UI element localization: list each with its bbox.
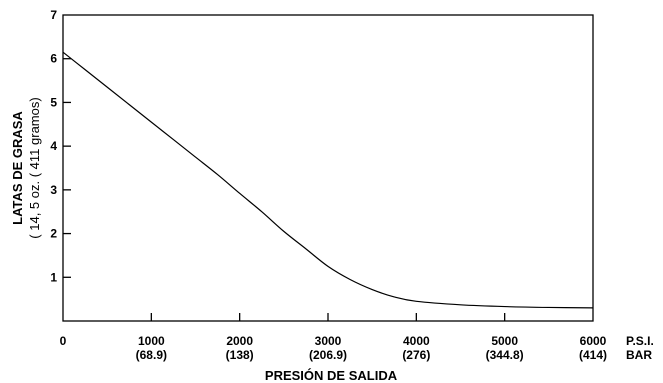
y-tick-label: 3 bbox=[50, 183, 57, 197]
x-tick-label: 5000 bbox=[491, 334, 518, 348]
series-line bbox=[62, 51, 594, 309]
x-tick-label: 2000 bbox=[226, 334, 253, 348]
y-axis-sublabel: ( 14, 5 oz. ( 411 gramos) bbox=[27, 97, 42, 238]
x-tick-label: 0 bbox=[60, 334, 67, 348]
y-tick-label: 6 bbox=[50, 52, 57, 66]
x-axis-label: PRESIÓN DE SALIDA bbox=[265, 368, 398, 383]
x-tick-label: 3000 bbox=[315, 334, 342, 348]
x-tick-label: 4000 bbox=[403, 334, 430, 348]
y-axis-label: LATAS DE GRASA bbox=[10, 111, 25, 225]
x-tick-label-bar: (344.8) bbox=[486, 348, 524, 362]
y-tick-label: 1 bbox=[50, 270, 57, 284]
y-tick-label: 5 bbox=[50, 95, 57, 109]
x-tick-label: 1000 bbox=[138, 334, 165, 348]
x-unit-psi: P.S.I. bbox=[626, 334, 654, 348]
y-tick-label: 4 bbox=[50, 139, 57, 153]
x-tick-label-bar: (206.9) bbox=[309, 348, 347, 362]
x-tick-label: 6000 bbox=[580, 334, 607, 348]
x-tick-label-bar: (276) bbox=[402, 348, 430, 362]
x-tick-label-bar: (414) bbox=[579, 348, 607, 362]
y-tick-label: 7 bbox=[50, 8, 57, 22]
x-unit-bar: BAR bbox=[626, 348, 652, 362]
plot-frame bbox=[62, 14, 594, 322]
x-tick-label-bar: (68.9) bbox=[136, 348, 167, 362]
y-tick-label: 2 bbox=[50, 227, 57, 241]
x-tick-label-bar: (138) bbox=[226, 348, 254, 362]
